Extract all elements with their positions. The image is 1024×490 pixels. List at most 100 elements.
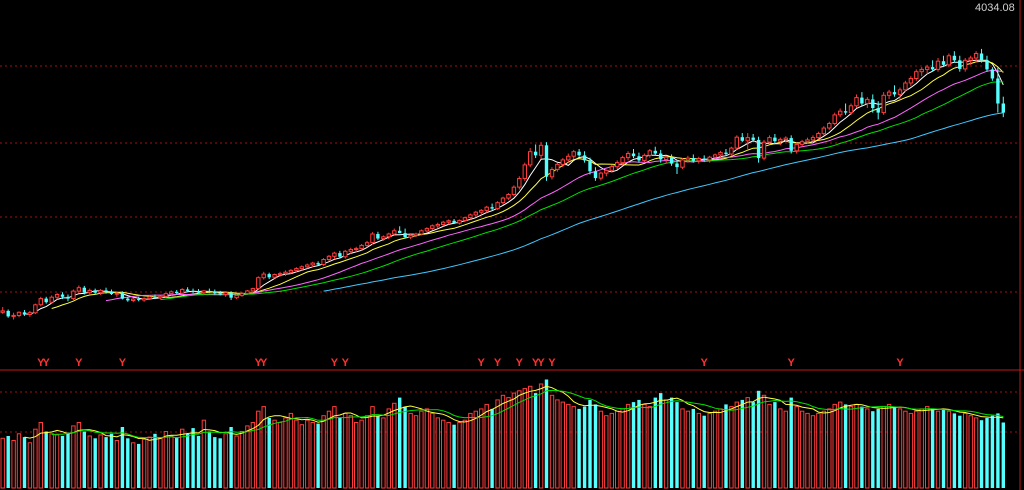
signal-marker: Y [896, 357, 904, 369]
candle-body-up [158, 295, 163, 299]
volume-bar-up [277, 422, 283, 489]
candle-body-down [82, 287, 86, 293]
volume-bar-up [479, 408, 484, 489]
candle-body-up [49, 296, 54, 303]
volume-bar-up [571, 406, 576, 489]
candle-body-down [403, 233, 407, 238]
candle-body-down [398, 230, 402, 234]
candle-body-down [316, 263, 320, 265]
signal-marker: Y [494, 357, 502, 369]
volume-bar-up [604, 415, 609, 489]
volume-bar-up [256, 410, 261, 489]
candle-body-down [452, 220, 456, 224]
candle-body-up [446, 220, 451, 223]
volume-bar-up [408, 412, 413, 489]
candle-body-down [789, 138, 793, 151]
candle-body-down [724, 152, 728, 154]
candle-body-up [778, 138, 783, 142]
candle-body-up [457, 219, 462, 224]
volume-bar-up [364, 415, 370, 489]
ma10-line [51, 60, 1004, 309]
candle-body-down [93, 290, 97, 293]
volume-bar-up [283, 417, 288, 489]
candle-body-down [6, 310, 10, 317]
candle-body-up [848, 105, 854, 114]
volume-bar-down [702, 415, 706, 488]
candle-body-down [691, 158, 695, 161]
volume-bar-down [582, 406, 587, 488]
candle-body-down [876, 108, 880, 113]
candle-body-up [468, 214, 473, 219]
volume-bar-up [430, 412, 435, 489]
candle-body-down [631, 153, 636, 157]
volume-bar-up [310, 422, 315, 489]
price-candles [0, 48, 1005, 320]
volume-bar-up [821, 410, 826, 489]
candle-body-up [571, 151, 576, 157]
volume-bar-up [566, 403, 571, 489]
signal-marker: Y [342, 357, 350, 369]
volume-bar-up [886, 403, 892, 489]
volume-bar-down [871, 411, 875, 488]
volume-bar-down [985, 417, 989, 488]
candle-body-down [44, 298, 48, 303]
candle-body-down [930, 67, 935, 70]
volume-bar-up [158, 437, 163, 489]
candle-body-up [114, 292, 120, 295]
volume-bar-down [490, 408, 494, 488]
volume-bar-up [49, 433, 54, 489]
candle-body-down [588, 160, 592, 172]
volume-bar-down [403, 406, 407, 488]
signal-marker: Y [260, 357, 268, 369]
candle-body-down [229, 292, 233, 298]
candle-body-up [620, 157, 625, 164]
volume-bar-down [93, 438, 97, 488]
candle-body-up [180, 289, 185, 294]
volume-bar-up [114, 440, 120, 489]
signal-marker: Y [701, 357, 709, 369]
candle-body-up [805, 139, 810, 143]
volume-bar-up [810, 415, 816, 489]
candle-body-down [990, 69, 995, 79]
volume-bar-up [560, 401, 565, 489]
volume-bar-down [533, 393, 538, 488]
candle-body-up [163, 293, 169, 297]
candle-body-up [761, 141, 767, 159]
candle-body-up [865, 98, 870, 105]
volume-bar-down [316, 423, 320, 488]
candle-body-up [555, 163, 560, 170]
volume-bar-up [500, 394, 506, 489]
volume-bar-up [484, 403, 489, 489]
volume-bar-up [54, 434, 60, 489]
signal-marker: Y [331, 357, 339, 369]
volume-bar-up [696, 412, 701, 489]
candle-body-up [359, 244, 364, 250]
volume-bar-up [783, 410, 788, 489]
volume-bar-up [799, 410, 805, 489]
candle-body-up [348, 249, 354, 252]
candle-body-up [326, 255, 332, 260]
volume-bar-up [71, 425, 76, 489]
candle-body-down [675, 163, 679, 168]
candle-body-down [60, 294, 65, 297]
candle-body-up [332, 252, 337, 257]
volume-bar-up [141, 438, 147, 489]
volume-bar-up [598, 410, 604, 489]
candle-body-up [838, 110, 843, 116]
candle-body-down [985, 60, 989, 70]
volume-bar-down [66, 432, 70, 488]
volume-bar-up [881, 406, 886, 489]
candle-body-down [185, 289, 190, 291]
volume-bar-up [131, 442, 136, 489]
volume-bar-up [163, 431, 169, 489]
candle-body-up [473, 211, 479, 216]
volume-bar-up [865, 408, 870, 489]
candle-body-up [343, 250, 348, 258]
candle-body-up [419, 230, 424, 235]
volume-bar-up [359, 419, 364, 489]
candle-body-up [169, 291, 174, 295]
candle-body-up [370, 233, 375, 244]
signal-marker: Y [478, 357, 486, 369]
volume-bar-down [659, 393, 663, 488]
